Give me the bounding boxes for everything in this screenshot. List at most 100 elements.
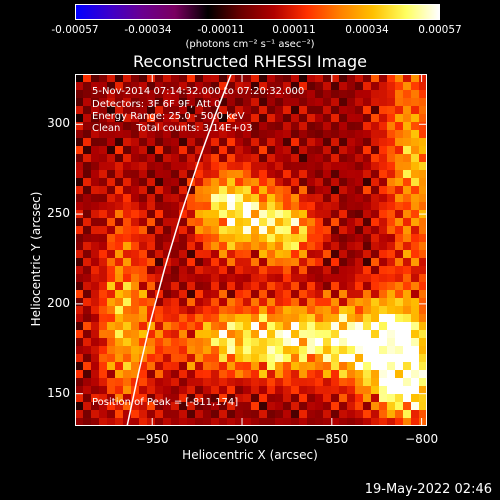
heatmap-cell: [91, 210, 100, 219]
heatmap-cell: [163, 138, 172, 147]
heatmap-cell: [147, 98, 156, 107]
heatmap-cell: [291, 410, 300, 419]
heatmap-cell: [227, 274, 236, 283]
heatmap-cell: [259, 146, 268, 155]
heatmap-cell: [267, 178, 276, 187]
heatmap-cell: [363, 306, 372, 315]
heatmap-cell: [371, 138, 380, 147]
heatmap-cell: [243, 418, 252, 426]
heatmap-cell: [283, 98, 292, 107]
heatmap-cell: [307, 338, 316, 347]
heatmap-cell: [339, 162, 348, 171]
heatmap-cell: [315, 202, 324, 211]
heatmap-cell: [171, 234, 180, 243]
heatmap-cell: [323, 202, 332, 211]
heatmap-cell: [147, 226, 156, 235]
heatmap-cell: [123, 330, 132, 339]
heatmap-cell: [139, 210, 148, 219]
heatmap-cell: [203, 74, 212, 83]
heatmap-cell: [139, 306, 148, 315]
heatmap-cell: [227, 306, 236, 315]
heatmap-cell: [355, 250, 364, 259]
heatmap-cell: [355, 258, 364, 267]
heatmap-cell: [307, 370, 316, 379]
heatmap-cell: [355, 234, 364, 243]
heatmap-cell: [291, 298, 300, 307]
heatmap-cell: [99, 178, 108, 187]
heatmap-cell: [387, 82, 396, 91]
heatmap-cell: [243, 82, 252, 91]
heatmap-cell: [291, 130, 300, 139]
heatmap-cell: [163, 282, 172, 291]
heatmap-cell: [411, 362, 420, 371]
heatmap-cell: [131, 242, 140, 251]
heatmap-cell: [99, 362, 108, 371]
heatmap-cell: [323, 178, 332, 187]
heatmap-cell: [235, 298, 244, 307]
heatmap-cell: [179, 114, 188, 123]
heatmap-cell: [315, 82, 324, 91]
heatmap-cell: [211, 242, 220, 251]
heatmap-cell: [115, 130, 124, 139]
heatmap-cell: [419, 378, 427, 387]
heatmap-cell: [315, 298, 324, 307]
heatmap-cell: [163, 106, 172, 115]
heatmap-cell: [235, 138, 244, 147]
heatmap-cell: [395, 322, 404, 331]
heatmap-cell: [187, 370, 196, 379]
heatmap-cell: [203, 154, 212, 163]
heatmap-cell: [323, 258, 332, 267]
heatmap-cell: [355, 354, 364, 363]
heatmap-cell: [187, 418, 196, 426]
heatmap-cell: [211, 130, 220, 139]
heatmap-cell: [147, 138, 156, 147]
heatmap-cell: [379, 274, 388, 283]
heatmap-cell: [323, 114, 332, 123]
heatmap-cell: [91, 282, 100, 291]
heatmap-cell: [139, 266, 148, 275]
heatmap-cell: [211, 354, 220, 363]
heatmap-cell: [115, 90, 124, 99]
heatmap-cell: [259, 178, 268, 187]
heatmap-cell: [83, 186, 92, 195]
heatmap-cell: [283, 258, 292, 267]
heatmap-cell: [331, 82, 340, 91]
heatmap-cell: [83, 154, 92, 163]
heatmap-cell: [203, 202, 212, 211]
heatmap-cell: [355, 170, 364, 179]
heatmap-cell: [267, 218, 276, 227]
heatmap-cell: [195, 418, 204, 426]
heatmap-cell: [315, 250, 324, 259]
heatmap-cell: [235, 258, 244, 267]
heatmap-cell: [219, 330, 228, 339]
heatmap-cell: [371, 242, 380, 251]
heatmap-cell: [387, 346, 396, 355]
heatmap-cell: [283, 146, 292, 155]
heatmap-cell: [107, 378, 116, 387]
heatmap-cell: [291, 186, 300, 195]
heatmap-cell: [171, 74, 180, 83]
heatmap-cell: [187, 282, 196, 291]
heatmap-cell: [291, 346, 300, 355]
heatmap-cell: [155, 90, 164, 99]
heatmap-cell: [123, 114, 132, 123]
heatmap-cell: [331, 394, 340, 403]
heatmap-cell: [347, 386, 356, 395]
heatmap-cell: [307, 210, 316, 219]
heatmap-cell: [99, 250, 108, 259]
heatmap-cell: [395, 234, 404, 243]
x-tick-label: −950: [135, 432, 169, 446]
heatmap-cell: [219, 226, 228, 235]
heatmap-cell: [195, 362, 204, 371]
heatmap-cell: [299, 274, 308, 283]
heatmap-cell: [419, 330, 427, 339]
heatmap-cell: [75, 386, 84, 395]
heatmap-cell: [203, 138, 212, 147]
heatmap-cell: [379, 290, 388, 299]
heatmap-cell: [235, 330, 244, 339]
heatmap-cell: [395, 266, 404, 275]
heatmap-cell: [147, 338, 156, 347]
heatmap-cell: [179, 314, 188, 323]
heatmap-cell: [387, 114, 396, 123]
heatmap-cell: [315, 186, 324, 195]
